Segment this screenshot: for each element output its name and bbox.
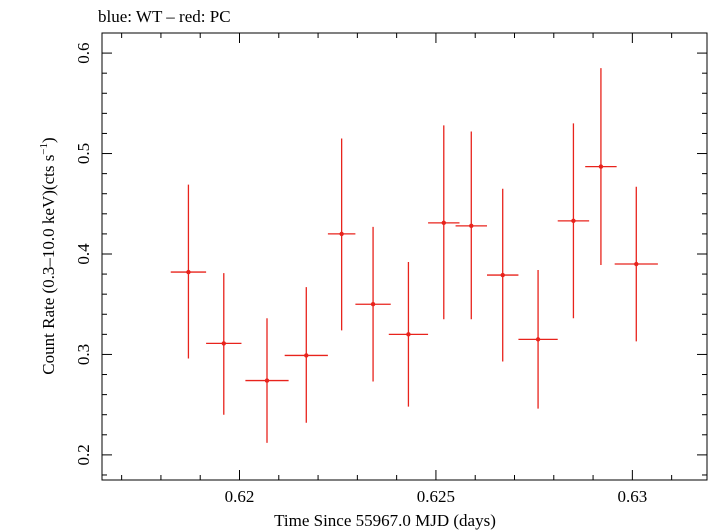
- data-point: [406, 332, 411, 337]
- axis-ticks: [102, 32, 707, 480]
- header-label: blue: WT – red: PC: [98, 7, 231, 26]
- data-point: [221, 341, 226, 346]
- data-point: [441, 220, 446, 226]
- data-point: [304, 353, 309, 358]
- y-axis-label-close: ): [39, 137, 58, 143]
- data-point: [598, 164, 604, 169]
- y-tick-label: 0.3: [74, 344, 93, 365]
- data-point: [500, 272, 505, 278]
- y-tick-label: 0.2: [74, 444, 93, 465]
- plot-frame: [101, 32, 708, 481]
- x-tick-label: 0.625: [417, 487, 455, 506]
- y-axis-label-main: Count Rate (0.3–10.0 keV)(cts s: [39, 155, 58, 375]
- data-point: [339, 231, 344, 237]
- data-point: [370, 302, 376, 307]
- y-tick-label: 0.6: [74, 42, 93, 63]
- x-tick-label: 0.62: [225, 487, 255, 506]
- y-tick-label: 0.4: [74, 243, 93, 265]
- data-point: [571, 218, 576, 224]
- data-point: [264, 378, 270, 383]
- tick-labels: 0.62 0.625 0.63 0.2 0.3 0.4 0.5 0.6: [74, 42, 647, 506]
- data-point: [469, 223, 474, 229]
- data-point: [186, 269, 191, 275]
- x-axis-label: Time Since 55967.0 MJD (days): [274, 511, 496, 530]
- data-point: [535, 337, 541, 342]
- x-tick-label: 0.63: [617, 487, 647, 506]
- y-tick-label: 0.5: [74, 143, 93, 164]
- data-marks: [170, 68, 658, 443]
- y-axis-label-superscript: −1: [38, 143, 50, 155]
- data-point: [634, 261, 639, 267]
- y-axis-label: Count Rate (0.3–10.0 keV)(cts s−1): [38, 137, 58, 374]
